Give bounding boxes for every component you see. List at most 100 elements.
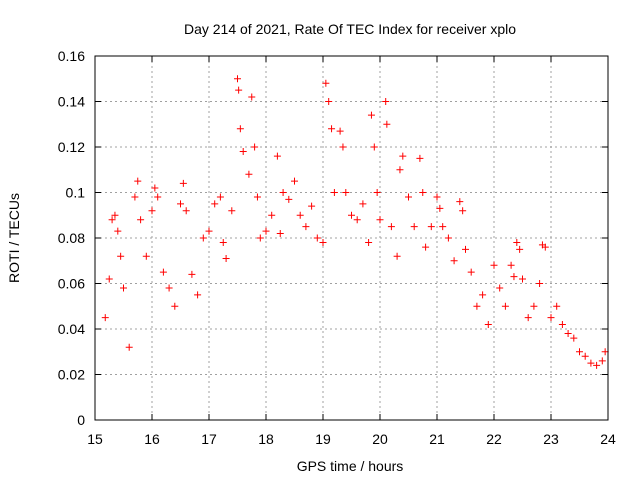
y-axis-label: ROTI / TECUs — [6, 193, 22, 283]
data-point — [262, 227, 270, 235]
x-tick-label: 23 — [543, 431, 559, 447]
x-axis-label: GPS time / hours — [297, 458, 404, 474]
data-point — [570, 334, 578, 342]
data-point — [436, 204, 444, 212]
y-tick-label: 0.14 — [58, 94, 85, 110]
data-point — [359, 200, 367, 208]
data-point — [383, 120, 391, 128]
data-point — [177, 200, 184, 208]
x-tick-label: 17 — [201, 431, 217, 447]
data-point — [111, 211, 119, 219]
data-point — [456, 198, 464, 206]
data-point — [593, 361, 601, 369]
data-point — [228, 207, 236, 215]
data-point — [510, 273, 518, 281]
data-point — [114, 227, 122, 235]
data-point — [439, 223, 447, 231]
data-point — [547, 314, 555, 322]
data-point — [393, 252, 401, 260]
data-point — [159, 268, 167, 276]
data-point — [236, 125, 244, 133]
data-points — [101, 75, 609, 369]
data-point — [285, 195, 293, 203]
data-point — [541, 243, 549, 251]
data-point — [239, 148, 247, 156]
y-tick-label: 0.08 — [58, 230, 85, 246]
data-point — [513, 239, 521, 247]
data-point — [245, 170, 253, 178]
data-point — [179, 179, 187, 187]
data-point — [519, 275, 526, 283]
data-point — [137, 216, 145, 224]
data-point — [601, 348, 609, 356]
data-point — [205, 227, 213, 235]
data-point — [353, 216, 361, 224]
y-tick-label: 0.04 — [58, 321, 85, 337]
data-point — [342, 189, 350, 196]
x-tick-label: 20 — [372, 431, 388, 447]
data-point — [396, 166, 404, 174]
data-point — [516, 245, 524, 253]
data-point — [302, 223, 310, 231]
y-tick-label: 0.16 — [58, 48, 85, 64]
data-point — [154, 193, 162, 201]
data-point — [370, 143, 378, 151]
data-point — [120, 284, 127, 292]
data-point — [339, 143, 347, 151]
data-point — [291, 177, 298, 185]
data-point — [219, 239, 227, 247]
data-point — [419, 189, 427, 196]
data-point — [279, 189, 287, 196]
data-point — [101, 314, 109, 322]
data-point — [134, 177, 142, 185]
x-tick-label: 16 — [144, 431, 160, 447]
y-tick-label: 0 — [77, 412, 85, 428]
y-tick-label: 0.1 — [66, 185, 86, 201]
data-point — [117, 252, 125, 260]
data-point — [328, 125, 336, 133]
data-point — [422, 243, 430, 251]
data-point — [576, 348, 583, 356]
data-point — [581, 352, 589, 360]
data-point — [313, 234, 321, 242]
data-point — [276, 229, 284, 237]
data-point — [211, 200, 219, 208]
data-point — [467, 268, 475, 276]
data-point — [151, 184, 159, 192]
data-point — [524, 314, 532, 322]
data-point — [462, 245, 469, 253]
data-point — [148, 207, 156, 215]
data-point — [450, 257, 458, 265]
data-point — [142, 252, 150, 260]
data-point — [308, 202, 316, 210]
data-point — [536, 280, 544, 287]
data-point — [479, 291, 487, 299]
data-point — [251, 143, 259, 151]
data-point — [367, 111, 375, 119]
data-point — [558, 320, 566, 328]
x-tick-label: 19 — [315, 431, 331, 447]
data-point — [405, 193, 412, 201]
x-tick-label: 15 — [87, 431, 103, 447]
data-point — [171, 302, 179, 310]
data-point — [256, 234, 264, 242]
data-point — [199, 234, 207, 242]
data-point — [410, 223, 418, 231]
data-point — [399, 152, 407, 160]
data-point — [382, 98, 390, 105]
y-tick-label: 0.12 — [58, 139, 85, 155]
data-point — [444, 234, 452, 242]
data-point — [433, 193, 441, 201]
chart-title: Day 214 of 2021, Rate Of TEC Index for r… — [184, 21, 516, 37]
data-point — [376, 216, 384, 224]
data-point — [268, 211, 276, 219]
data-point — [365, 239, 373, 247]
data-point — [125, 343, 133, 351]
data-point — [235, 86, 243, 94]
x-tick-label: 18 — [258, 431, 274, 447]
data-point — [105, 275, 113, 283]
data-point — [490, 261, 498, 269]
data-point — [222, 254, 230, 262]
data-point — [373, 189, 381, 196]
